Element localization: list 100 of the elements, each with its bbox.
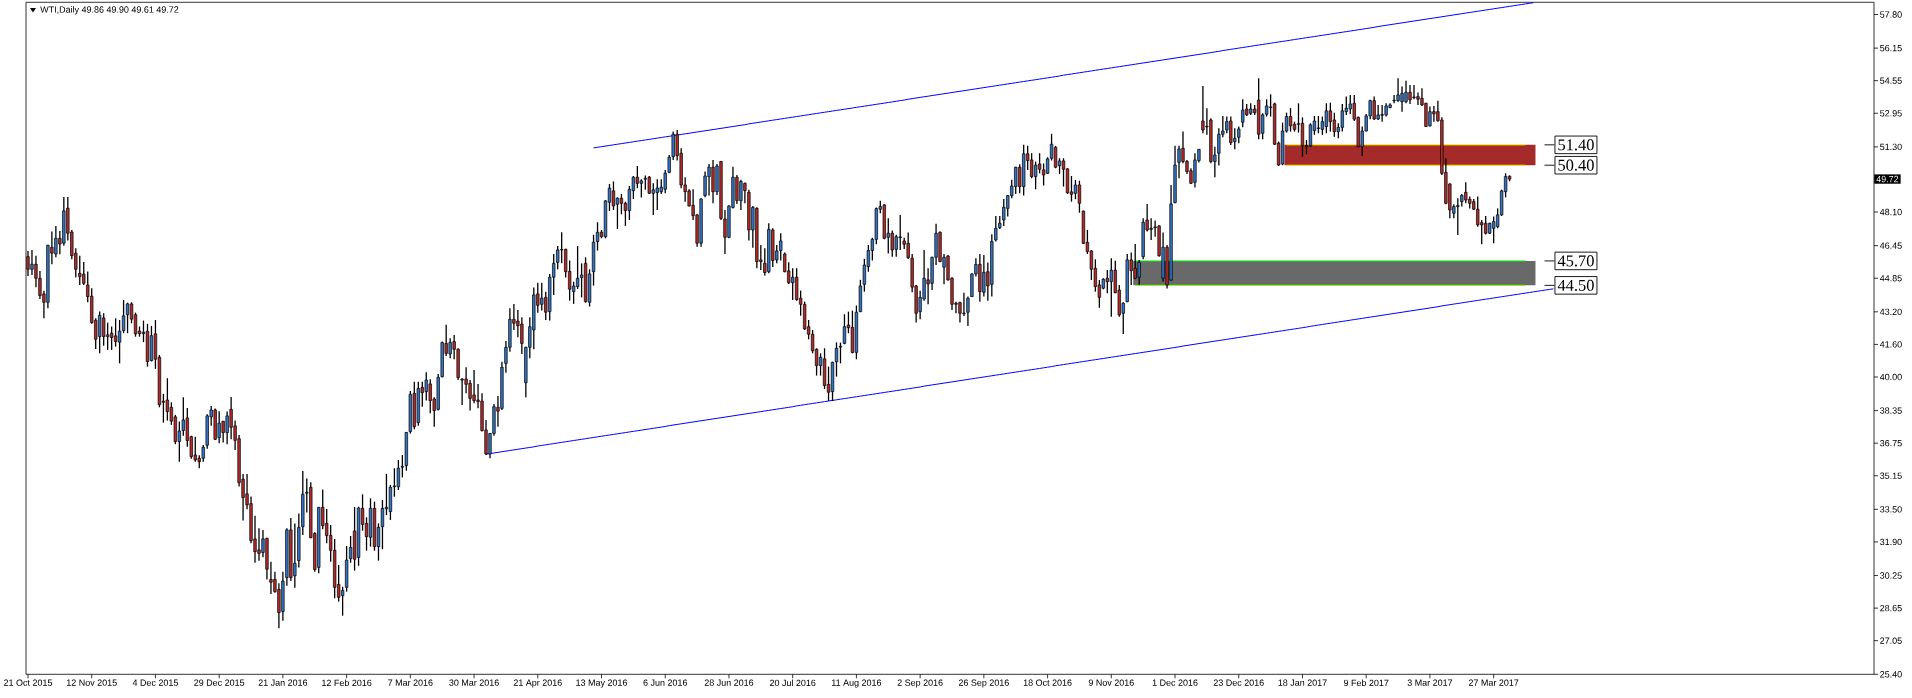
candlestick [1105, 269, 1109, 294]
x-tick-label: 9 Nov 2016 [1088, 679, 1134, 686]
y-tick-label: 41.60 [1879, 341, 1902, 348]
annotation: 45.70 [1557, 255, 1594, 267]
candlestick [78, 255, 82, 286]
y-tick-label: 31.90 [1880, 538, 1902, 546]
y-tick-label: 52.95 [1880, 110, 1902, 117]
candlestick [1424, 102, 1428, 128]
x-tick-label: 27 Mar 2017 [1468, 679, 1519, 686]
y-tick-label: 38.35 [1880, 407, 1902, 414]
candlestick [30, 249, 34, 276]
candlestick [1193, 152, 1197, 189]
candlestick [1408, 84, 1412, 105]
candlestick [894, 234, 898, 258]
candlestick [834, 341, 839, 378]
x-tick-label: 9 Feb 2017 [1343, 679, 1389, 687]
y-tick-label: 33.50 [1880, 506, 1902, 513]
candlestick [1456, 197, 1460, 236]
candlestick [739, 179, 743, 211]
candlestick [1428, 105, 1432, 128]
candlestick [98, 310, 102, 354]
candlestick [1376, 104, 1380, 121]
y-tick-label: 46.45 [1879, 242, 1902, 249]
candlestick [1014, 165, 1018, 195]
candlestick [655, 178, 659, 211]
candlestick [619, 193, 624, 215]
y-tick-label: 54.55 [1880, 77, 1902, 84]
candlestick [1109, 257, 1113, 318]
y-tick-label: 28.65 [1880, 604, 1902, 612]
candlestick [165, 377, 170, 422]
candlestick [1288, 107, 1293, 133]
chart-title: WTI,Daily 49.86 49.90 49.61 49.72 [40, 6, 179, 15]
x-tick-label: 18 Oct 2016 [1023, 679, 1072, 686]
x-tick-label: 21 Oct 2015 [4, 679, 53, 686]
candlestick [791, 267, 795, 301]
x-tick-label: 12 Feb 2016 [322, 679, 372, 687]
x-tick-label: 3 Mar 2017 [1407, 679, 1453, 686]
candlestick [193, 436, 197, 463]
candlestick [1432, 105, 1436, 123]
candlestick [540, 282, 544, 312]
annotation: 44.50 [1557, 279, 1594, 291]
x-tick-label: 12 Nov 2015 [66, 679, 117, 686]
x-tick-label: 20 Jul 2016 [769, 679, 816, 687]
candlestick [177, 420, 181, 463]
candlestick [595, 221, 600, 252]
x-tick-label: 4 Dec 2015 [132, 679, 178, 686]
annotation: 50.40 [1558, 159, 1594, 171]
candlestick [1002, 198, 1006, 227]
candlestick [1149, 217, 1153, 241]
candlestick [966, 295, 970, 327]
candlestick [1241, 98, 1245, 128]
y-tick-label: 30.25 [1880, 572, 1902, 579]
x-tick-label: 30 Mar 2016 [449, 679, 499, 686]
candlestick [1328, 102, 1333, 133]
candlestick [102, 312, 106, 347]
y-tick-label: 48.10 [1879, 208, 1902, 216]
annotation: 51.40 [1558, 139, 1594, 151]
x-tick-label: 1 Dec 2016 [1152, 679, 1198, 686]
candlestick [579, 262, 584, 299]
x-tick-label: 21 Apr 2016 [513, 679, 562, 688]
candlestick [106, 321, 110, 351]
candlestick [1229, 115, 1233, 146]
x-tick-label: 7 Mar 2016 [388, 679, 433, 686]
annotation: 49.72 [1876, 175, 1899, 183]
y-tick-label: 40.00 [1879, 373, 1902, 381]
x-tick-label: 28 Jun 2016 [704, 679, 754, 686]
x-tick-label: 11 Aug 2016 [832, 679, 882, 688]
candlestick [1324, 102, 1329, 134]
y-tick-label: 44.85 [1879, 275, 1902, 282]
candlestick [1412, 84, 1416, 100]
candlestick [125, 302, 130, 334]
x-tick-label: 29 Dec 2015 [194, 679, 245, 686]
candlestick [1073, 179, 1078, 200]
candlestick [842, 313, 847, 345]
x-tick-label: 13 May 2016 [576, 679, 628, 688]
candlestick [707, 163, 711, 197]
x-tick-label: 18 Jan 2017 [1278, 679, 1327, 686]
y-tick-label: 25.40 [1880, 671, 1902, 678]
candlestick [779, 232, 783, 262]
y-tick-label: 36.75 [1880, 439, 1902, 447]
candlestick [1201, 85, 1205, 134]
candlestick [898, 214, 902, 251]
y-tick-label: 35.15 [1880, 472, 1902, 479]
x-tick-label: 2 Sep 2016 [897, 679, 943, 688]
y-tick-label: 51.30 [1880, 143, 1902, 151]
candlestick [217, 410, 221, 444]
candlestick [113, 317, 118, 348]
candlestick [1041, 162, 1046, 187]
candlestick [611, 180, 616, 211]
y-tick-label: 27.05 [1880, 637, 1902, 644]
y-tick-label: 57.80 [1880, 11, 1902, 18]
y-tick-label: 56.15 [1880, 44, 1902, 52]
candlestick [635, 165, 640, 189]
candlestick [671, 130, 675, 161]
x-tick-label: 6 Jun 2016 [643, 679, 688, 686]
x-tick-label: 26 Sep 2016 [958, 679, 1009, 688]
candlestick [639, 178, 643, 199]
candlestick [982, 254, 986, 298]
candlestick [1396, 77, 1400, 103]
candlestick [1300, 116, 1305, 158]
